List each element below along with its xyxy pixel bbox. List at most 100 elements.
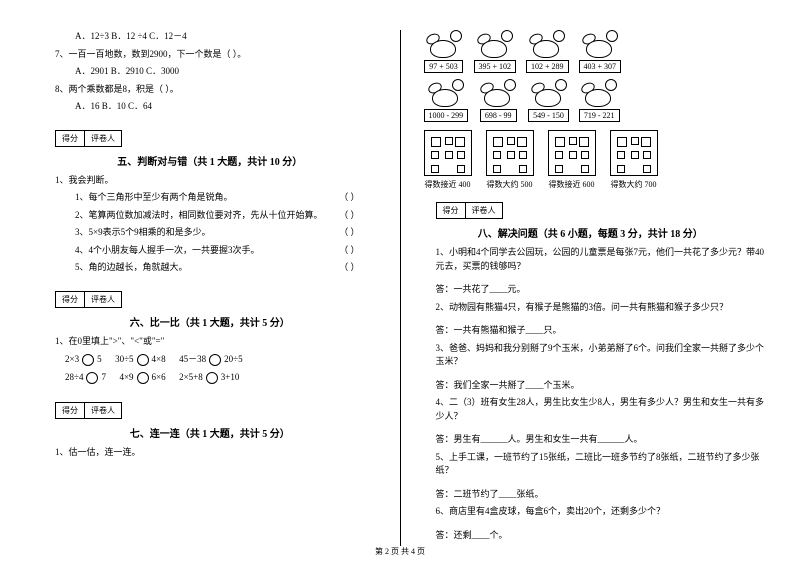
duck-row-2: 1000 - 299 698 - 99 549 - 150 719 - 221	[416, 79, 766, 122]
duck-item: 549 - 150	[528, 79, 569, 122]
score-box-7: 得分 评卷人	[55, 402, 122, 419]
circle-blank	[82, 354, 94, 366]
section-5-title: 五、判断对与错（共 1 大题，共计 10 分）	[35, 153, 385, 168]
duck-item: 719 - 221	[579, 79, 620, 122]
grader-label: 评卷人	[466, 203, 502, 218]
judge-4-text: 4、4个小朋友每人握手一次，一共要握3次手。	[75, 245, 260, 255]
cmp: 2×3	[65, 354, 79, 364]
cmp: 3+10	[221, 372, 240, 382]
q7-options: A．2901 B．2910 C．3000	[35, 65, 385, 79]
duck-expr: 549 - 150	[528, 109, 569, 122]
building-row: 得数接近 400 得数大约 500 得数接近 600 得数大约 700	[416, 130, 766, 190]
building-item: 得数接近 400	[424, 130, 472, 190]
duck-expr: 719 - 221	[579, 109, 620, 122]
score-box-5: 得分 评卷人	[55, 130, 122, 147]
section-7-title: 七、连一连（共 1 大题，共计 5 分）	[35, 425, 385, 440]
link-intro: 1、估一估，连一连。	[35, 446, 385, 460]
judge-2: 2、笔算两位数加减法时，相同数位要对齐，先从十位开始算。 （ ）	[35, 209, 385, 223]
building-icon	[548, 130, 596, 176]
circle-blank	[206, 372, 218, 384]
building-item: 得数接近 600	[548, 130, 596, 190]
building-icon	[610, 130, 658, 176]
compare-row-2: 28÷4 7 4×9 6×6 2×5+8 3+10	[35, 372, 385, 384]
right-column: 97 + 503 395 + 102 102 + 289 403 + 307 1…	[401, 30, 781, 546]
grader-label: 评卷人	[85, 131, 121, 146]
q8-text: 8、两个乘数都是8，积是（ ）。	[35, 83, 385, 97]
paren: （ ）	[339, 226, 359, 240]
cmp: 7	[101, 372, 106, 382]
q8-options: A．16 B．10 C．64	[35, 100, 385, 114]
paren: （ ）	[339, 209, 359, 223]
duck-expr: 698 - 99	[480, 109, 517, 122]
duck-expr: 403 + 307	[579, 60, 622, 73]
paren: （ ）	[339, 244, 359, 258]
circle-blank	[137, 354, 149, 366]
building-item: 得数大约 700	[610, 130, 658, 190]
duck-expr: 1000 - 299	[424, 109, 469, 122]
q6-options: A．12÷3 B．12 ÷4 C．12－4	[35, 30, 385, 44]
paren: （ ）	[339, 191, 359, 205]
prob-4: 4、二（3）班有女生28人，男生比女生少8人，男生有多少人？男生和女生一共有多少…	[416, 396, 766, 423]
duck-expr: 102 + 289	[526, 60, 569, 73]
judge-4: 4、4个小朋友每人握手一次，一共要握3次手。 （ ）	[35, 244, 385, 258]
judge-2-text: 2、笔算两位数加减法时，相同数位要对齐，先从十位开始算。	[75, 210, 323, 220]
cmp: 5	[97, 354, 102, 364]
score-box-6: 得分 评卷人	[55, 291, 122, 308]
cmp: 30÷5	[115, 354, 133, 364]
page-wrap: A．12÷3 B．12 ÷4 C．12－4 7、一百一百地数，数到2900，下一…	[0, 0, 800, 556]
prob-5: 5、上手工课，一班节约了15张纸，二班比一班多节约了8张纸，二班节约了多少张纸？	[416, 451, 766, 478]
cmp: 45－38	[179, 354, 206, 364]
prob-1: 1、小明和4个同学去公园玩，公园的儿童票是每张7元，他们一共花了多少元？带40元…	[416, 246, 766, 273]
paren: （ ）	[339, 261, 359, 275]
judge-3-text: 3、5×9表示5个9相乘的和是多少。	[75, 227, 211, 237]
prob-6: 6、商店里有4盒皮球，每盒6个，卖出20个，还剩多少个？	[416, 505, 766, 519]
prob-2: 2、动物园有熊猫4只，有猴子是熊猫的3倍。问一共有熊猫和猴子多少只？	[416, 301, 766, 315]
judge-5: 5、角的边越长，角就越大。 （ ）	[35, 261, 385, 275]
duck-item: 403 + 307	[579, 30, 622, 73]
bld-label: 得数接近 600	[549, 180, 595, 189]
compare-intro: 1、在0里填上">"、"<"或"="	[35, 335, 385, 349]
compare-row-1: 2×3 5 30÷5 4×8 45－38 20÷5	[35, 352, 385, 366]
duck-expr: 395 + 102	[474, 60, 517, 73]
score-label: 得分	[56, 292, 85, 307]
judge-intro: 1、我会判断。	[35, 174, 385, 188]
judge-5-text: 5、角的边越长，角就越大。	[75, 262, 188, 272]
duck-item: 1000 - 299	[424, 79, 469, 122]
circle-blank	[137, 372, 149, 384]
duck-item: 102 + 289	[526, 30, 569, 73]
section-8-title: 八、解决问题（共 6 小题，每题 3 分，共计 18 分）	[416, 225, 766, 240]
cmp: 4×8	[152, 354, 166, 364]
bld-label: 得数大约 700	[611, 180, 657, 189]
building-icon	[424, 130, 472, 176]
ans-6: 答：还剩____个。	[416, 529, 766, 543]
building-icon	[486, 130, 534, 176]
left-column: A．12÷3 B．12 ÷4 C．12－4 7、一百一百地数，数到2900，下一…	[20, 30, 401, 546]
duck-item: 698 - 99	[478, 79, 518, 122]
bld-label: 得数接近 400	[425, 180, 471, 189]
duck-expr: 97 + 503	[424, 60, 463, 73]
circle-blank	[86, 372, 98, 384]
section-6-title: 六、比一比（共 1 大题，共计 5 分）	[35, 314, 385, 329]
cmp: 28÷4	[65, 372, 83, 382]
score-label: 得分	[437, 203, 466, 218]
bld-label: 得数大约 500	[487, 180, 533, 189]
ans-3: 答：我们全家一共掰了____个玉米。	[416, 379, 766, 393]
judge-1-text: 1、每个三角形中至少有两个角是锐角。	[75, 192, 233, 202]
ans-5: 答：二班节约了____张纸。	[416, 488, 766, 502]
score-label: 得分	[56, 403, 85, 418]
judge-3: 3、5×9表示5个9相乘的和是多少。 （ ）	[35, 226, 385, 240]
cmp: 6×6	[152, 372, 166, 382]
cmp: 2×5+8	[179, 372, 203, 382]
judge-1: 1、每个三角形中至少有两个角是锐角。 （ ）	[35, 191, 385, 205]
duck-row-1: 97 + 503 395 + 102 102 + 289 403 + 307	[416, 30, 766, 73]
cmp: 20÷5	[224, 354, 242, 364]
circle-blank	[209, 354, 221, 366]
score-box-8: 得分 评卷人	[436, 202, 503, 219]
grader-label: 评卷人	[85, 403, 121, 418]
ans-2: 答：一共有熊猫和猴子____只。	[416, 324, 766, 338]
cmp: 4×9	[119, 372, 133, 382]
ans-4: 答：男生有______人。男生和女生一共有______人。	[416, 433, 766, 447]
duck-item: 97 + 503	[424, 30, 464, 73]
score-label: 得分	[56, 131, 85, 146]
building-item: 得数大约 500	[486, 130, 534, 190]
